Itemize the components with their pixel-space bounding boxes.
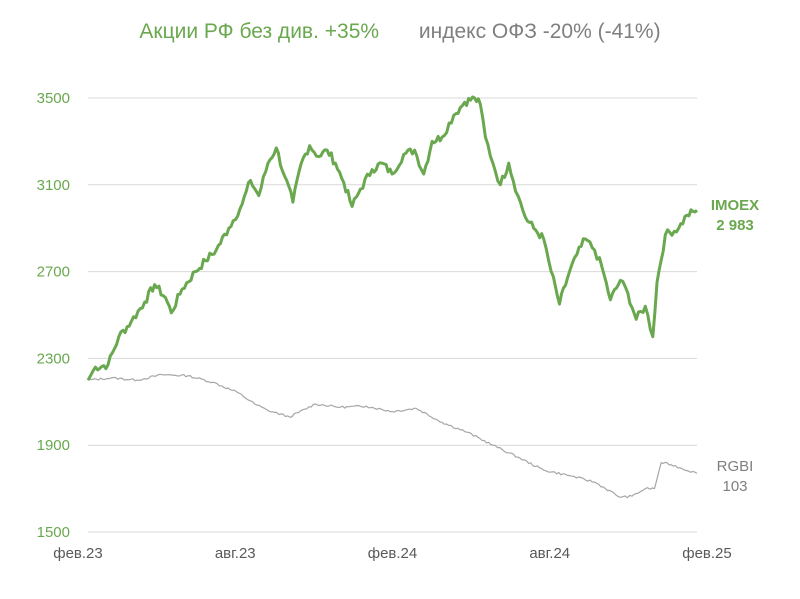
bonds-title: индекс ОФЗ -20% (-41%) <box>418 20 661 43</box>
end-label-rgbi: 103 <box>722 478 747 495</box>
end-label-imoex: 2 983 <box>716 217 754 234</box>
x-axis: фев.23 авг.23 фев.24 авг.24 фев.25 <box>53 545 732 562</box>
series-line-rgbi <box>87 373 698 499</box>
x-tick-label: фев.23 <box>53 545 103 562</box>
series-group <box>86 95 699 499</box>
series-line-imoex <box>86 95 699 381</box>
x-tick-label: авг.24 <box>529 545 570 562</box>
y-axis: 1500 1900 2300 2700 3100 3500 <box>37 90 70 541</box>
y-tick-label: 2300 <box>37 350 70 367</box>
chart-title-row: Акции РФ без див. +35% индекс ОФЗ -20% (… <box>0 20 800 44</box>
y-tick-label: 1900 <box>37 437 70 454</box>
end-labels: IMOEX 2 983 RGBI 103 <box>711 197 759 495</box>
y-tick-label: 2700 <box>37 264 70 281</box>
y-tick-label: 3500 <box>37 90 70 107</box>
end-label-imoex: IMOEX <box>711 197 759 214</box>
end-label-rgbi: RGBI <box>717 458 754 475</box>
stocks-title: Акции РФ без див. +35% <box>139 20 380 43</box>
x-tick-label: авг.23 <box>215 545 256 562</box>
y-tick-label: 1500 <box>37 524 70 541</box>
grid-lines <box>88 97 697 533</box>
x-tick-label: фев.25 <box>682 545 732 562</box>
y-tick-label: 3100 <box>37 177 70 194</box>
x-tick-label: фев.24 <box>368 545 418 562</box>
